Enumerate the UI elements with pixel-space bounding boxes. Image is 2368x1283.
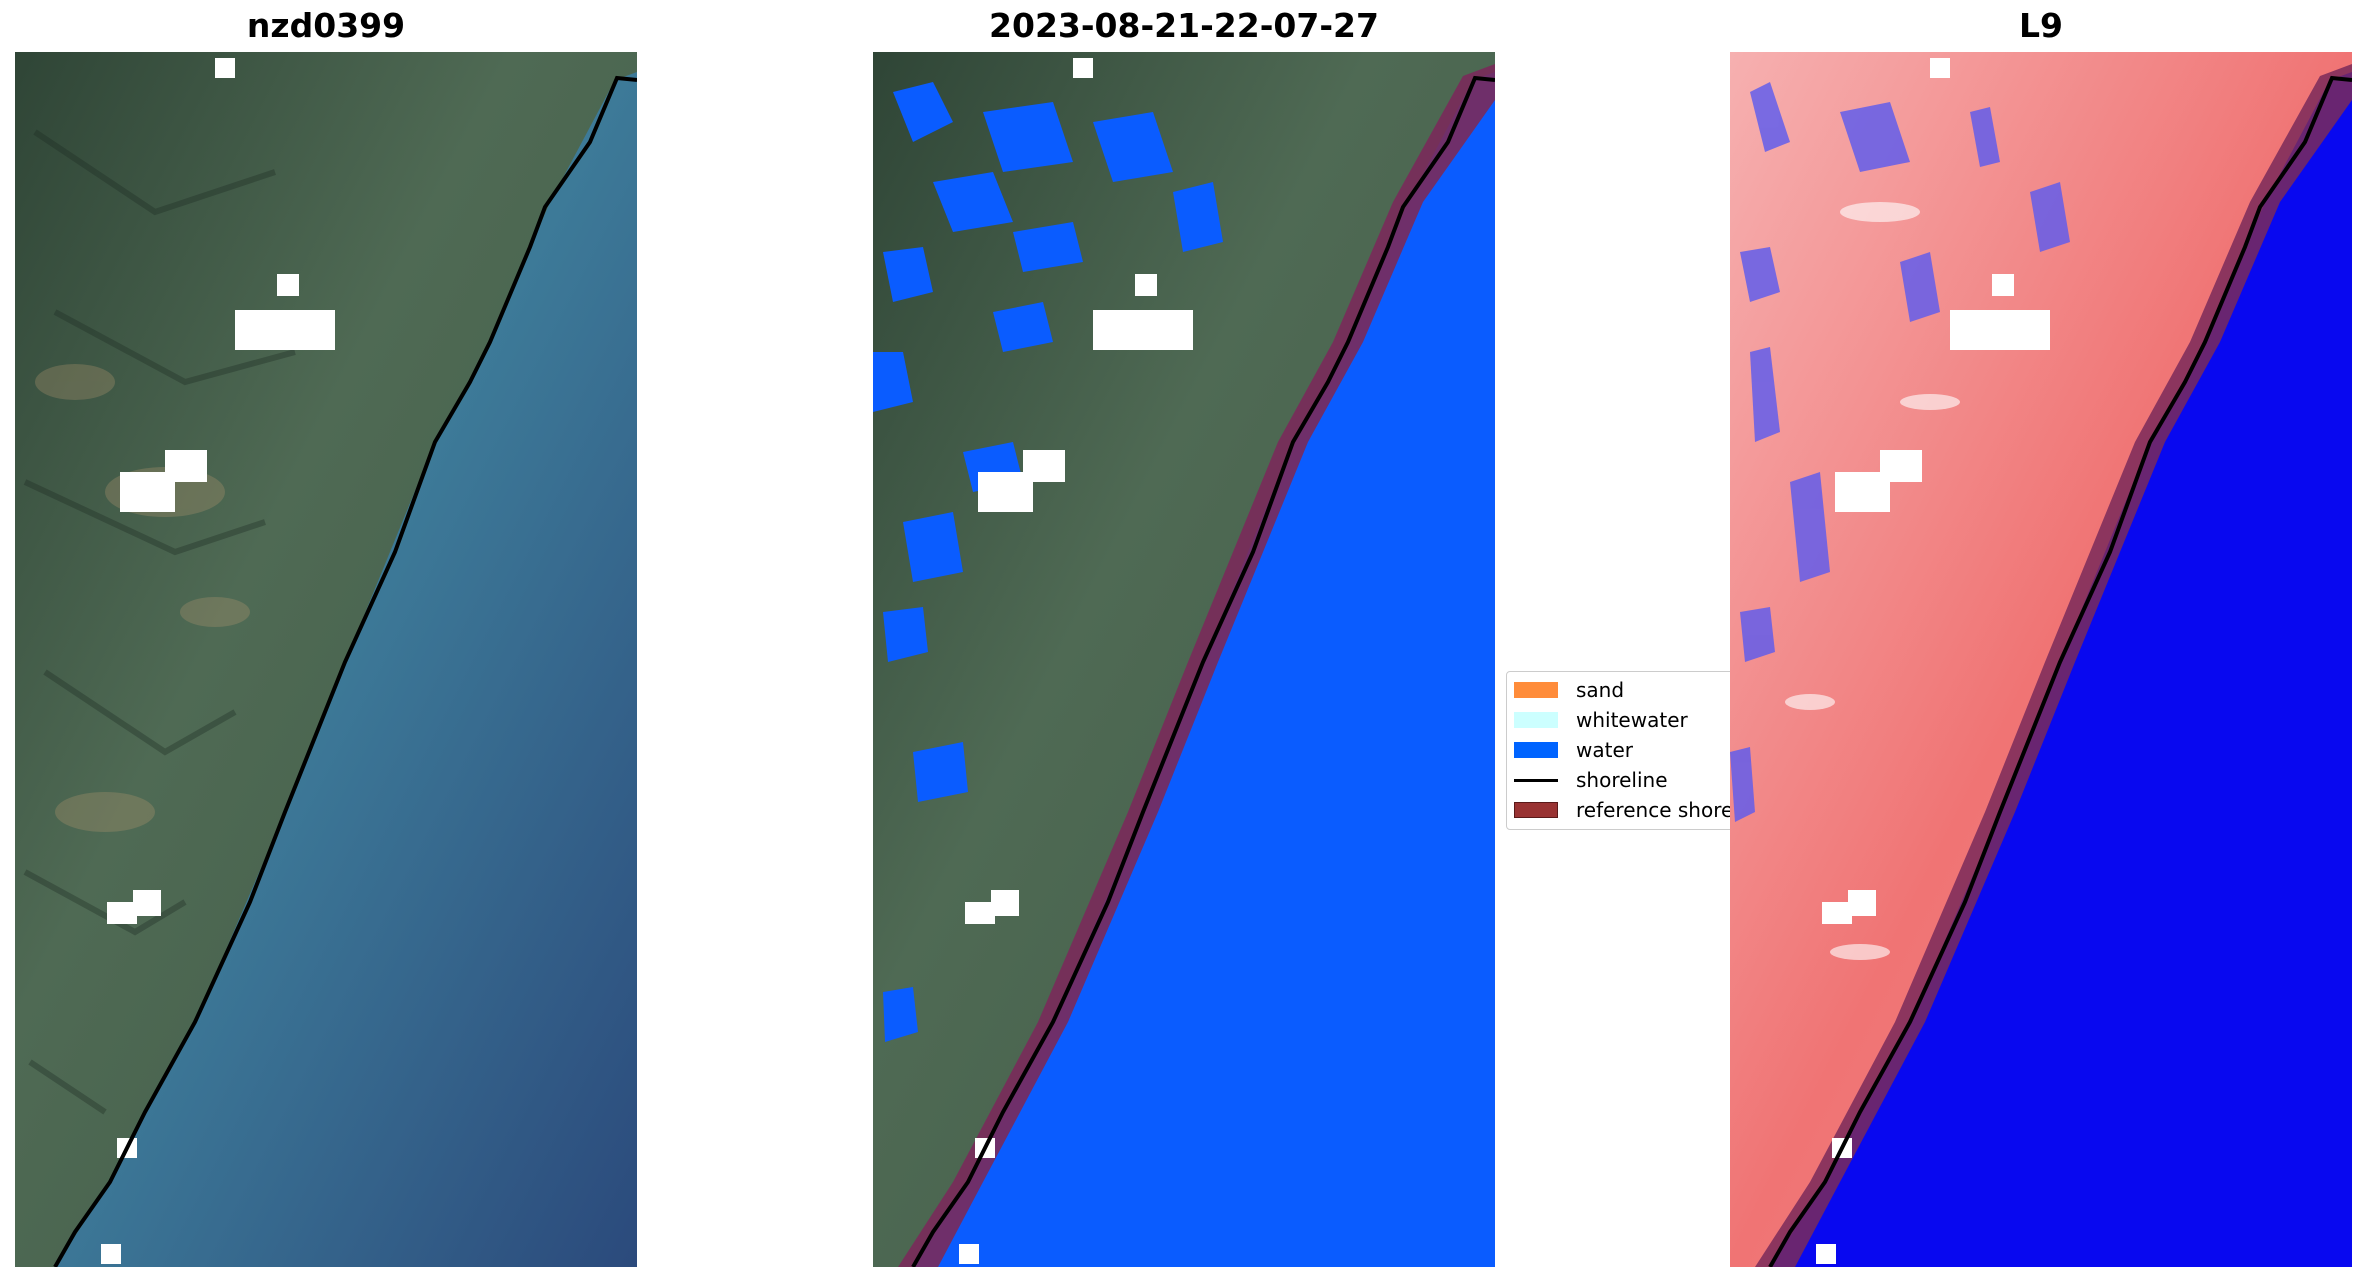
legend: sand whitewater water shoreline referenc… — [1506, 671, 1734, 830]
sand-swatch — [1514, 682, 1558, 698]
legend-item-reference-shoreline: reference shoreline buffer — [1507, 797, 1734, 823]
shoreline-line-swatch — [1514, 778, 1558, 782]
legend-item-whitewater: whitewater — [1507, 707, 1688, 733]
buffer-swatch — [1514, 802, 1558, 818]
whitewater-swatch — [1514, 712, 1558, 728]
panel-classification: 2023-08-21-22-07-27 — [873, 0, 1495, 1283]
panel-rgb: nzd0399 — [15, 0, 637, 1283]
classified-image — [873, 52, 1495, 1267]
legend-label: water — [1576, 738, 1633, 762]
index-image — [1730, 52, 2352, 1267]
water-swatch — [1514, 742, 1558, 758]
panel-title: L9 — [2019, 6, 2063, 45]
legend-item-sand: sand — [1507, 677, 1624, 703]
legend-item-water: water — [1507, 737, 1633, 763]
legend-label: sand — [1576, 678, 1625, 702]
legend-label: shoreline — [1576, 768, 1668, 792]
rgb-image — [15, 52, 637, 1267]
panel-index: L9 — [1730, 0, 2352, 1283]
panel-title: 2023-08-21-22-07-27 — [989, 6, 1379, 45]
legend-label: whitewater — [1576, 708, 1688, 732]
panel-title: nzd0399 — [246, 6, 406, 45]
legend-label: reference shoreline buffer — [1576, 798, 1734, 822]
legend-item-shoreline: shoreline — [1507, 767, 1668, 793]
